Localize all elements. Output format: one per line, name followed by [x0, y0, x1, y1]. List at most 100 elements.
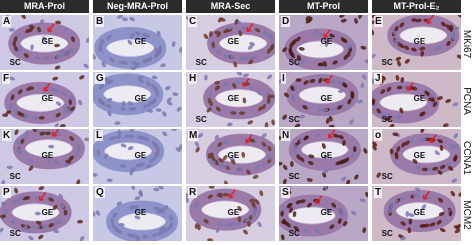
panel-letter: R: [188, 187, 198, 198]
nucleus: [16, 140, 22, 145]
nucleus: [223, 53, 230, 59]
nucleus: [362, 74, 367, 80]
nucleus: [257, 221, 262, 228]
nucleus: [333, 133, 339, 138]
nucleus: [343, 54, 348, 61]
nucleus: [128, 134, 135, 139]
nucleus: [359, 198, 366, 203]
lumen: [17, 94, 64, 111]
nucleus: [286, 222, 291, 228]
nucleus: [350, 93, 355, 100]
tissue-label: GE: [320, 37, 333, 46]
nucleus: [416, 165, 422, 171]
nucleus: [415, 187, 421, 192]
nucleus: [400, 221, 406, 226]
nucleus: [106, 97, 113, 103]
tissue: [279, 74, 367, 127]
nucleus: [299, 199, 306, 204]
nucleus: [420, 129, 425, 133]
nucleus: [249, 138, 256, 143]
nucleus: [328, 124, 335, 127]
tissue: [189, 72, 275, 127]
nucleus: [267, 74, 273, 80]
nucleus: [249, 198, 256, 203]
nucleus: [364, 59, 368, 64]
nucleus: [32, 129, 37, 133]
tissue-label: GE: [320, 151, 333, 160]
nucleus: [282, 178, 287, 184]
nucleus: [164, 86, 171, 91]
nucleus: [129, 129, 135, 133]
nucleus: [218, 158, 224, 163]
tissue: [93, 73, 182, 125]
nucleus: [43, 56, 50, 61]
nucleus: [404, 58, 410, 64]
nucleus: [118, 60, 125, 65]
nucleus: [142, 103, 149, 109]
nucleus: [251, 212, 256, 218]
nucleus: [28, 165, 34, 171]
nucleus: [230, 111, 237, 115]
nucleus: [350, 152, 355, 158]
tissue-label: SC: [9, 228, 21, 238]
nucleus: [38, 116, 45, 120]
nucleus: [296, 154, 301, 160]
nucleus: [147, 101, 153, 107]
nucleus: [194, 141, 200, 147]
nucleus: [206, 107, 212, 113]
nucleus: [178, 144, 182, 151]
nucleus: [155, 108, 162, 112]
nucleus: [306, 202, 313, 208]
nucleus: [295, 78, 302, 82]
panel-letter: S: [281, 187, 290, 198]
nucleus: [292, 38, 297, 45]
tissue: [282, 15, 368, 70]
nucleus: [266, 48, 272, 54]
nucleus: [117, 228, 122, 234]
nucleus: [162, 111, 167, 117]
nucleus: [65, 159, 72, 164]
column-header: Neg-MRA-Prol: [93, 0, 182, 13]
tissue-label: GE: [134, 94, 147, 103]
nucleus: [146, 164, 152, 169]
nucleus: [247, 220, 251, 227]
lumen: [107, 39, 154, 56]
nucleus: [207, 152, 212, 159]
nucleus: [329, 33, 335, 38]
nucleus: [317, 108, 324, 112]
nucleus: [292, 211, 297, 218]
nucleus: [79, 236, 85, 241]
tissue-label: GE: [413, 37, 426, 46]
nucleus: [233, 61, 238, 68]
nucleus: [226, 222, 233, 227]
nucleus: [323, 61, 327, 67]
nucleus: [267, 33, 273, 39]
nucleus: [352, 146, 357, 153]
nucleus: [243, 73, 249, 78]
tissue-label: SC: [9, 171, 21, 181]
panel-letter: A: [2, 16, 12, 27]
nucleus: [238, 55, 244, 62]
lumen: [299, 87, 346, 104]
nucleus: [64, 162, 69, 168]
nucleus: [203, 33, 209, 40]
nucleus: [171, 41, 176, 47]
tissue-label: GE: [320, 208, 333, 217]
nucleus: [13, 45, 18, 52]
nucleus: [290, 85, 295, 92]
micrograph-panel: N GE SC: [279, 129, 368, 184]
nucleus: [209, 160, 216, 164]
panel-letter: o: [374, 130, 383, 141]
nucleus: [121, 100, 126, 107]
nucleus: [280, 234, 285, 241]
nucleus: [217, 141, 223, 148]
tissue-label: GE: [413, 94, 426, 103]
nucleus: [85, 37, 89, 43]
nucleus: [127, 233, 133, 238]
nucleus: [106, 34, 112, 40]
nucleus: [211, 41, 216, 48]
nucleus: [395, 74, 400, 81]
nucleus: [215, 106, 221, 112]
nucleus: [54, 65, 61, 70]
nucleus: [360, 45, 367, 50]
